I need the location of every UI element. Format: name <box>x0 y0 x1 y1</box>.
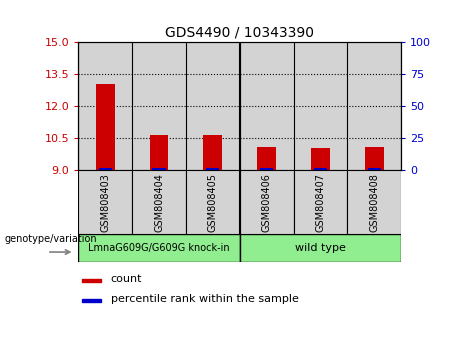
Bar <box>367 168 381 170</box>
Bar <box>153 168 165 170</box>
Bar <box>203 135 222 170</box>
Bar <box>206 168 219 170</box>
Bar <box>82 279 101 282</box>
Bar <box>78 170 132 234</box>
Bar <box>240 42 294 170</box>
Bar <box>150 135 168 170</box>
Text: LmnaG609G/G609G knock-in: LmnaG609G/G609G knock-in <box>88 243 230 253</box>
Bar <box>82 298 101 302</box>
Bar <box>365 147 384 170</box>
Bar <box>257 147 276 170</box>
Bar <box>240 170 294 234</box>
Bar <box>294 42 347 170</box>
Bar <box>260 168 273 170</box>
Bar <box>347 42 401 170</box>
Bar <box>78 42 132 170</box>
Text: GSM808405: GSM808405 <box>208 173 218 232</box>
Bar <box>96 84 115 170</box>
Title: GDS4490 / 10343390: GDS4490 / 10343390 <box>165 26 314 40</box>
Text: GSM808404: GSM808404 <box>154 173 164 232</box>
Text: GSM808408: GSM808408 <box>369 173 379 232</box>
Bar <box>132 42 186 170</box>
Bar <box>186 170 240 234</box>
Text: wild type: wild type <box>295 243 346 253</box>
Text: genotype/variation: genotype/variation <box>5 234 97 244</box>
Bar <box>186 42 240 170</box>
Bar <box>311 148 330 170</box>
Bar <box>78 234 240 262</box>
Text: percentile rank within the sample: percentile rank within the sample <box>111 294 299 304</box>
Bar <box>132 170 186 234</box>
Bar <box>294 170 347 234</box>
Text: GSM808407: GSM808407 <box>315 173 325 232</box>
Text: count: count <box>111 274 142 284</box>
Bar <box>240 234 401 262</box>
Bar <box>99 168 112 170</box>
Bar <box>314 168 327 170</box>
Text: GSM808406: GSM808406 <box>261 173 272 232</box>
Bar <box>347 170 401 234</box>
Text: GSM808403: GSM808403 <box>100 173 110 232</box>
